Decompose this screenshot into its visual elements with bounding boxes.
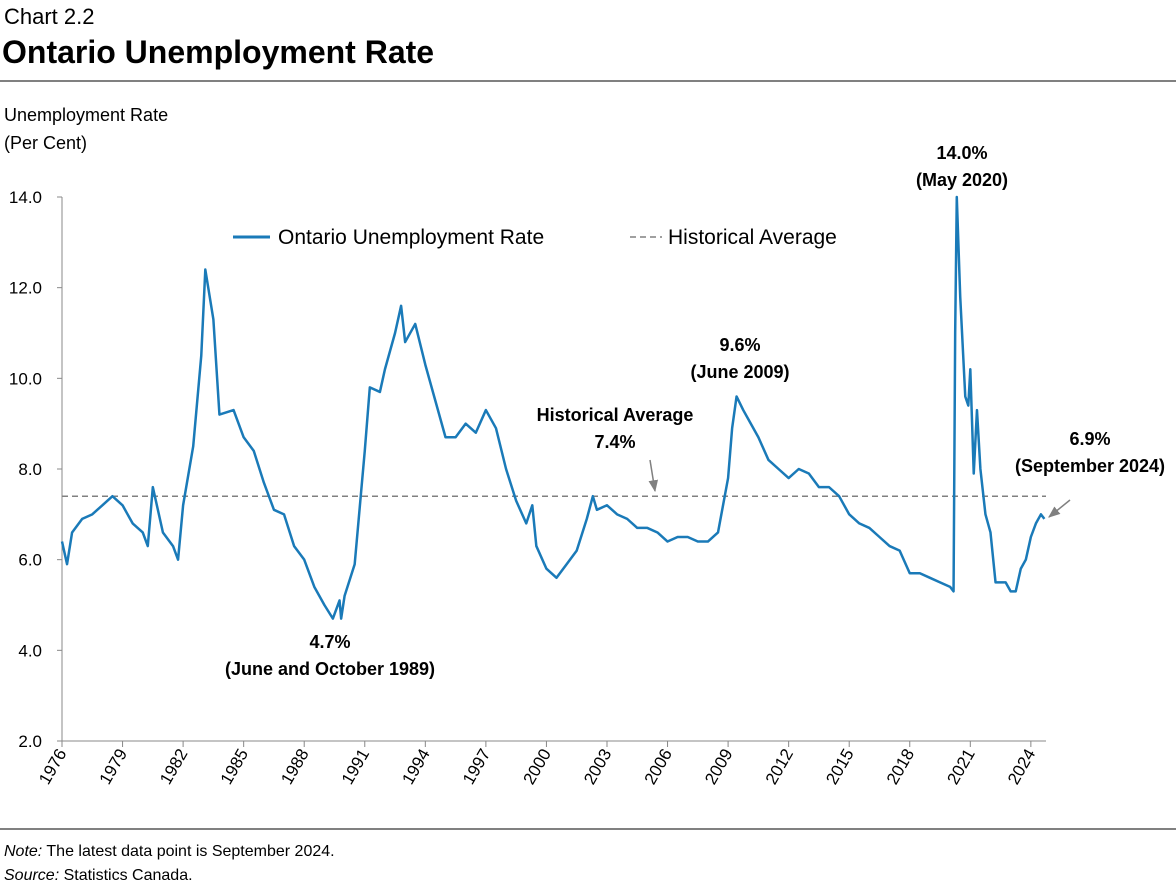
annotation-arrow [1048, 499, 1071, 518]
x-tick-label: 1985 [217, 746, 252, 788]
y-tick-label: 14.0 [9, 188, 42, 207]
x-tick-label: 1991 [338, 746, 373, 788]
x-tick-label: 1976 [35, 746, 70, 788]
annotation: (June 2009) [690, 362, 789, 382]
note-text: The latest data point is September 2024. [46, 843, 334, 860]
x-tick-label: 1988 [277, 746, 312, 788]
annotation: (June and October 1989) [225, 659, 435, 679]
x-tick-label: 2003 [580, 746, 615, 788]
y-axis-label: Unemployment Rate [4, 105, 168, 125]
x-tick-label: 2000 [520, 746, 555, 788]
y-axis-label: (Per Cent) [4, 133, 87, 153]
x-tick-label: 2024 [1004, 746, 1039, 788]
y-tick-label: 12.0 [9, 279, 42, 298]
annotation: 6.9% [1069, 429, 1110, 449]
annotation: 9.6% [719, 335, 760, 355]
x-tick-label: 2009 [701, 746, 736, 788]
x-tick-label: 2006 [641, 746, 676, 788]
source-label: Source: [4, 867, 59, 884]
x-tick-label: 2018 [883, 746, 918, 788]
y-tick-label: 4.0 [18, 641, 42, 660]
annotation: 4.7% [309, 632, 350, 652]
y-tick-label: 10.0 [9, 369, 42, 388]
x-tick-label: 1979 [96, 746, 131, 788]
y-tick-label: 2.0 [18, 732, 42, 751]
note-label: Note: [4, 843, 42, 860]
chart-label: Chart 2.2 [4, 4, 95, 29]
legend-label: Historical Average [668, 226, 837, 249]
y-tick-label: 8.0 [18, 460, 42, 479]
annotation-arrow [648, 459, 659, 493]
source-text: Statistics Canada. [64, 867, 193, 884]
annotation: (September 2024) [1015, 456, 1165, 476]
annotation: 14.0% [936, 143, 987, 163]
data-line [60, 195, 1046, 620]
annotation: 7.4% [594, 432, 635, 452]
x-tick-label: 1997 [459, 746, 494, 788]
note: Note: The latest data point is September… [4, 843, 335, 860]
x-tick-label: 2015 [822, 746, 857, 788]
x-tick-label: 2012 [762, 746, 797, 788]
source: Source: Statistics Canada. [4, 867, 193, 884]
y-tick-label: 6.0 [18, 551, 42, 570]
chart-title: Ontario Unemployment Rate [2, 34, 434, 70]
legend-label: Ontario Unemployment Rate [278, 226, 544, 249]
annotation: Historical Average [537, 405, 694, 425]
x-tick-label: 2021 [943, 746, 978, 788]
x-tick-label: 1982 [156, 746, 191, 788]
annotation: (May 2020) [916, 170, 1008, 190]
x-tick-label: 1994 [398, 746, 433, 788]
